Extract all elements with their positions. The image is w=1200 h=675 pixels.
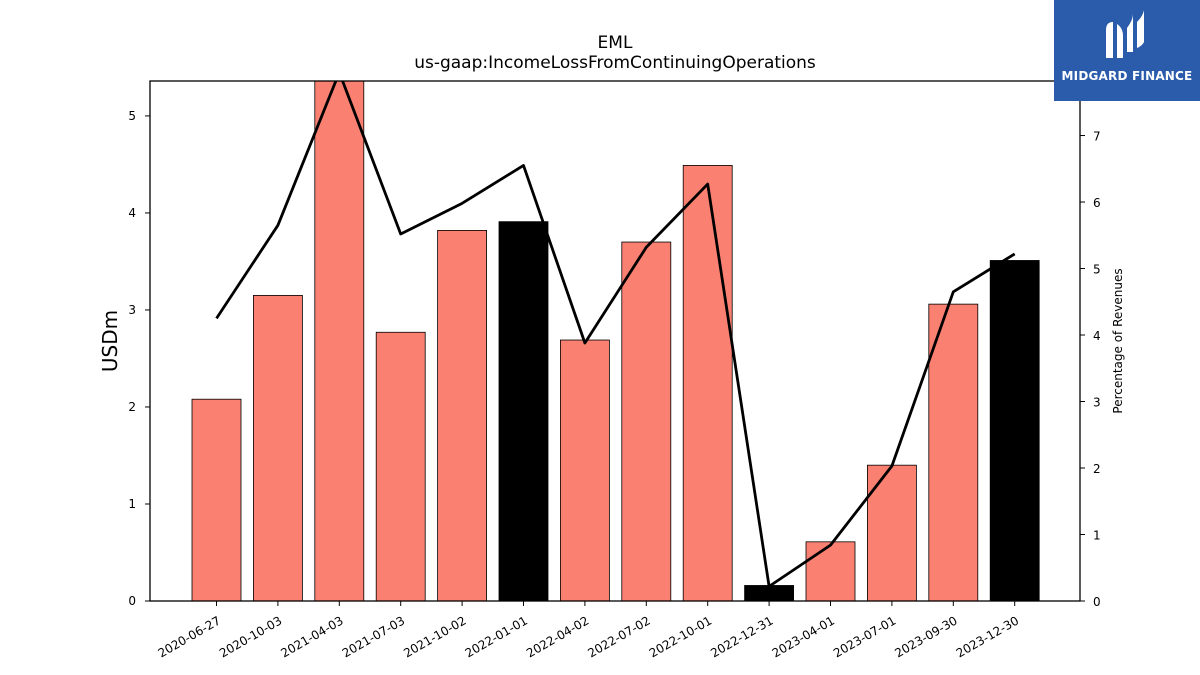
- bar-2023-09-30: [928, 303, 979, 601]
- chart-title: EML: [598, 33, 633, 53]
- x-tick-label: 2020-06-27: [156, 613, 223, 660]
- line-group: [215, 81, 1016, 588]
- bar-2022-04-02: [560, 339, 610, 601]
- bar-2021-07-03: [375, 331, 426, 601]
- bar-2021-04-03: [314, 81, 365, 601]
- x-tick-label: 2023-09-30: [892, 613, 959, 660]
- y2-tick-label: 0: [1093, 595, 1101, 609]
- x-tick-label: 2022-07-02: [585, 613, 652, 660]
- x-tick-label: 2021-07-03: [340, 613, 407, 660]
- bar-2022-07-02: [621, 241, 672, 601]
- bar-2023-04-01: [805, 541, 856, 601]
- bar-2020-06-27: [191, 398, 242, 601]
- x-axis: 2020-06-272020-10-032021-04-032021-07-03…: [156, 601, 1021, 660]
- y2-tick-label: 3: [1093, 396, 1101, 410]
- x-tick-label: 2021-04-03: [278, 613, 345, 660]
- midgard-logo-icon: [1106, 10, 1144, 58]
- y2-tick-label: 2: [1093, 462, 1101, 476]
- x-tick-label: 2020-10-03: [217, 613, 284, 660]
- y-tick-label: 2: [128, 400, 136, 414]
- x-tick-label: 2023-04-01: [770, 613, 837, 660]
- y2-tick-label: 7: [1093, 130, 1101, 144]
- bar-2022-10-01: [682, 165, 733, 601]
- brand-name: MIDGARD FINANCE: [1061, 69, 1193, 83]
- y-axis-left: 0 1 2 3 4 5: [128, 109, 150, 608]
- bar-2020-10-03: [252, 295, 303, 601]
- bar-2021-10-02: [437, 230, 488, 601]
- y-tick-label: 0: [128, 594, 136, 608]
- bar-2023-07-01: [867, 464, 917, 601]
- y2-tick-label: 1: [1093, 529, 1101, 543]
- percentage-line: [215, 81, 1016, 588]
- y2-tick-label: 5: [1093, 263, 1101, 277]
- bar-2022-01-01: [498, 221, 549, 601]
- x-tick-label: 2022-10-01: [647, 613, 714, 660]
- x-tick-label: 2021-10-02: [401, 613, 468, 660]
- x-tick-label: 2023-07-01: [831, 613, 898, 660]
- y-axis-label: USDm: [98, 310, 122, 372]
- y-tick-label: 1: [128, 497, 136, 511]
- y-tick-label: 5: [128, 109, 136, 123]
- brand-logo: MIDGARD FINANCE: [1054, 0, 1200, 101]
- y2-tick-label: 6: [1093, 196, 1101, 210]
- x-tick-label: 2022-01-01: [463, 613, 530, 660]
- y2-axis-label: Percentage of Revenues: [1111, 268, 1125, 413]
- y2-tick-label: 4: [1093, 329, 1101, 343]
- bar-group: [191, 81, 1040, 601]
- bar-2022-12-31: [744, 585, 794, 601]
- y-tick-label: 3: [128, 303, 136, 317]
- plot-frame: [149, 80, 1081, 602]
- chart-subtitle: us-gaap:IncomeLossFromContinuingOperatio…: [414, 53, 816, 73]
- x-tick-label: 2022-12-31: [708, 613, 775, 660]
- y-axis-right: 0 1 2 3 4 5 6 7: [1080, 130, 1101, 609]
- x-tick-label: 2022-04-02: [524, 613, 591, 660]
- bar-2023-12-30: [989, 260, 1040, 601]
- y-tick-label: 4: [128, 206, 136, 220]
- x-tick-label: 2023-12-30: [954, 613, 1021, 660]
